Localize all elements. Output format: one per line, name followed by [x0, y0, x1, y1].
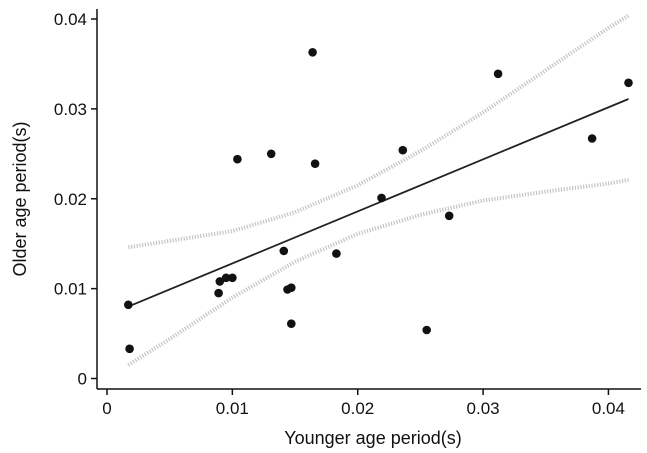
data-point: [214, 288, 223, 298]
x-axis-label: Younger age period(s): [284, 428, 461, 448]
confidence-band-upper: [127, 13, 630, 250]
data-point: [287, 283, 296, 293]
confidence-band-lower: [127, 177, 629, 367]
data-point: [266, 149, 276, 159]
data-point: [308, 48, 317, 57]
y-tick-label: 0.04: [54, 10, 87, 29]
x-tick-label: 0: [102, 399, 111, 418]
y-tick-label: 0.03: [54, 100, 87, 119]
data-point: [398, 145, 408, 155]
data-point: [287, 319, 296, 329]
regression-line: [127, 98, 629, 308]
data-point: [422, 325, 432, 335]
y-tick-label: 0.01: [54, 280, 87, 299]
data-point: [587, 134, 597, 143]
x-tick-label: 0.01: [216, 399, 249, 418]
data-point: [228, 273, 237, 283]
data-point: [233, 154, 242, 164]
x-tick-label: 0.04: [592, 399, 625, 418]
x-tick-label: 0.02: [341, 399, 374, 418]
confidence-band-layer: [127, 13, 630, 367]
data-point: [279, 246, 289, 256]
data-point: [310, 159, 320, 168]
x-tick-label: 0.03: [467, 399, 500, 418]
y-tick-label: 0: [78, 370, 87, 389]
data-point: [124, 300, 133, 310]
y-axis-label: Older age period(s): [10, 121, 30, 276]
data-point: [624, 78, 633, 88]
data-point: [332, 249, 341, 258]
data-point: [377, 193, 386, 203]
data-point: [493, 69, 503, 79]
data-point: [125, 344, 134, 354]
data-points-layer: [124, 48, 633, 354]
data-point: [444, 211, 454, 221]
data-point: [215, 277, 225, 286]
fit-line-layer: [127, 98, 629, 308]
data-point: [221, 273, 231, 283]
y-tick-label: 0.02: [54, 190, 87, 209]
axes-layer: 0 0.01 0.02 0.03 0.04 0 0.01 0.02 0.03 0.04: [54, 9, 641, 418]
